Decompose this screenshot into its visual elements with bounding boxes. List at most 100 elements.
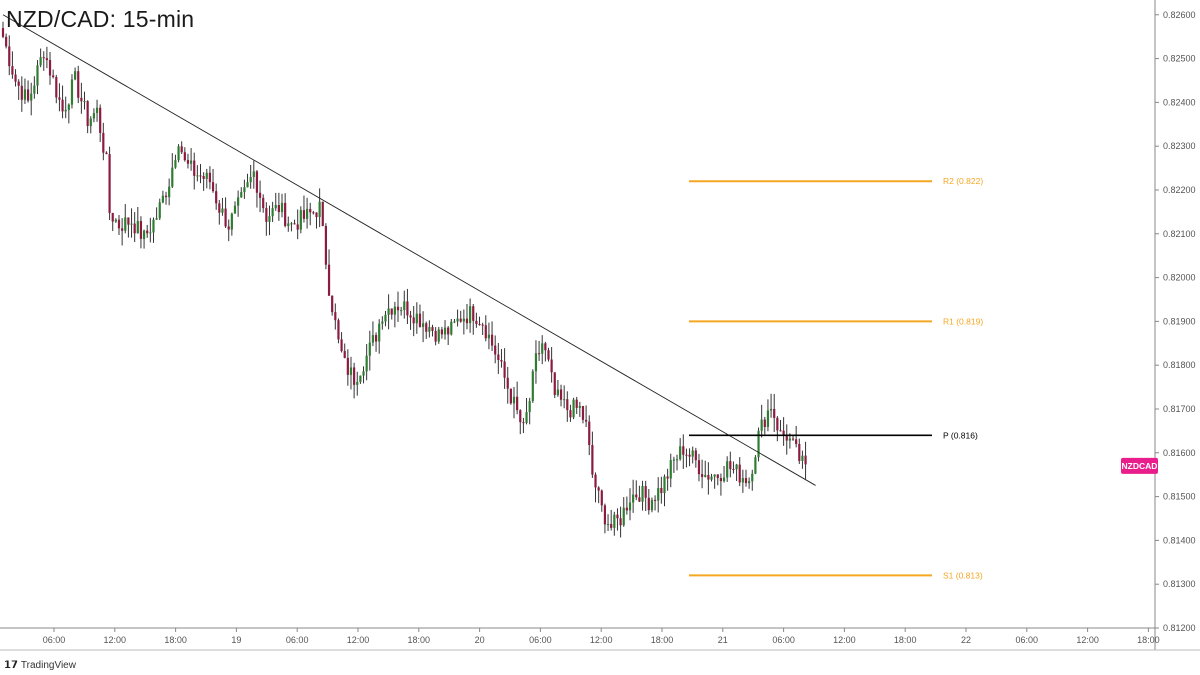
candle-body <box>754 457 757 474</box>
candle-body <box>174 160 177 168</box>
candle-body <box>77 71 80 98</box>
candle-body <box>177 146 180 161</box>
candle-body <box>127 217 130 225</box>
candle-body <box>139 220 143 239</box>
candle-body <box>704 474 707 477</box>
candle-body <box>600 490 603 506</box>
candle-body <box>268 216 271 222</box>
candle-body <box>274 205 277 209</box>
candle-body <box>622 507 625 526</box>
candle-body <box>284 202 287 226</box>
price-tick-label: 0.82100 <box>1163 229 1196 239</box>
candle-body <box>628 502 632 511</box>
candle-body <box>675 459 679 461</box>
symbol-price-tag: NZDCAD <box>1121 457 1158 474</box>
candle-body <box>475 320 478 325</box>
candle-body <box>782 430 785 436</box>
candle-body <box>230 213 233 230</box>
candle-body <box>528 401 531 413</box>
candle-body <box>321 201 324 226</box>
candle-body <box>83 101 86 103</box>
candle-body <box>531 371 534 402</box>
candle-body <box>42 57 45 59</box>
time-tick-label: 06:00 <box>772 635 795 645</box>
candle-body <box>255 171 259 193</box>
candle-body <box>52 75 55 78</box>
candle-body <box>465 318 469 324</box>
candle-body <box>550 359 553 373</box>
candle-body <box>374 335 378 342</box>
candle-body <box>403 301 406 311</box>
candle-body <box>719 478 723 482</box>
candle-body <box>337 320 340 340</box>
candle-body <box>362 371 365 376</box>
candle-body <box>133 223 136 234</box>
candle-body <box>17 81 20 86</box>
candle-body <box>679 446 682 460</box>
price-tick-label: 0.82600 <box>1163 10 1196 20</box>
price-axis[interactable]: 0.82600 0.82500 0.82400 0.82300 0.82200 0.821… <box>1155 10 1196 633</box>
candle-body <box>409 315 412 318</box>
time-tick-label: 06:00 <box>43 635 66 645</box>
candle-body <box>713 474 716 477</box>
candle-body <box>190 160 193 164</box>
candle-body <box>215 191 218 204</box>
candle-body <box>290 223 293 225</box>
candle-body <box>14 74 17 82</box>
candle-body <box>804 455 807 465</box>
candle-body <box>1 28 5 37</box>
candle-body <box>437 329 440 342</box>
candle-body <box>738 464 741 483</box>
candle-body <box>318 201 321 218</box>
time-tick-label: 18:00 <box>894 635 917 645</box>
candle-body <box>218 203 221 213</box>
candle-body <box>280 202 284 213</box>
time-axis[interactable]: 06:00 12:00 18:00 19 06:00 12:00 18:00 20 06:00 1… <box>43 628 1160 645</box>
candle-body <box>237 197 240 206</box>
candle-body <box>74 71 77 80</box>
candle-body <box>196 175 199 177</box>
candle-body <box>516 396 519 411</box>
candle-body <box>299 210 302 230</box>
candle-body <box>368 342 371 356</box>
time-tick-label: 12:00 <box>833 635 856 645</box>
candle-body <box>356 381 359 385</box>
candle-body <box>575 399 578 408</box>
candle-body <box>211 182 215 192</box>
chart-title: NZD/CAD: 15-min <box>6 6 195 32</box>
candle-body <box>312 212 315 214</box>
candle-body <box>108 154 111 213</box>
candle-body <box>309 208 312 213</box>
candle-body <box>544 343 547 351</box>
candle-body <box>785 435 788 441</box>
price-tick-label: 0.81900 <box>1163 316 1196 326</box>
candle-body <box>199 175 202 177</box>
candle-body <box>164 195 168 198</box>
candle-body <box>541 343 544 354</box>
candle-body <box>249 176 252 183</box>
candle-body <box>578 405 581 408</box>
candle-body <box>277 205 280 213</box>
candle-body <box>334 312 337 321</box>
candle-body <box>556 389 559 395</box>
candle-body <box>412 317 415 324</box>
candle-body <box>186 160 190 164</box>
candle-body <box>390 308 393 315</box>
candle-body <box>613 514 616 528</box>
candle-body <box>89 118 92 127</box>
candle-body <box>509 388 512 404</box>
candle-body <box>233 205 237 214</box>
candle-body <box>663 476 666 494</box>
candle-body <box>469 306 472 324</box>
candle-body <box>776 417 779 431</box>
candle-body <box>534 353 538 372</box>
price-tick-label: 0.82500 <box>1163 54 1196 64</box>
candle-body <box>5 36 8 47</box>
candle-body <box>86 101 89 127</box>
candle-body <box>202 176 205 179</box>
candle-body <box>315 212 318 218</box>
pivot-level-label: R2 (0.822) <box>943 176 983 186</box>
tradingview-branding[interactable]: 𝟭𝟳 TradingView <box>4 660 76 671</box>
candle-body <box>406 301 409 316</box>
